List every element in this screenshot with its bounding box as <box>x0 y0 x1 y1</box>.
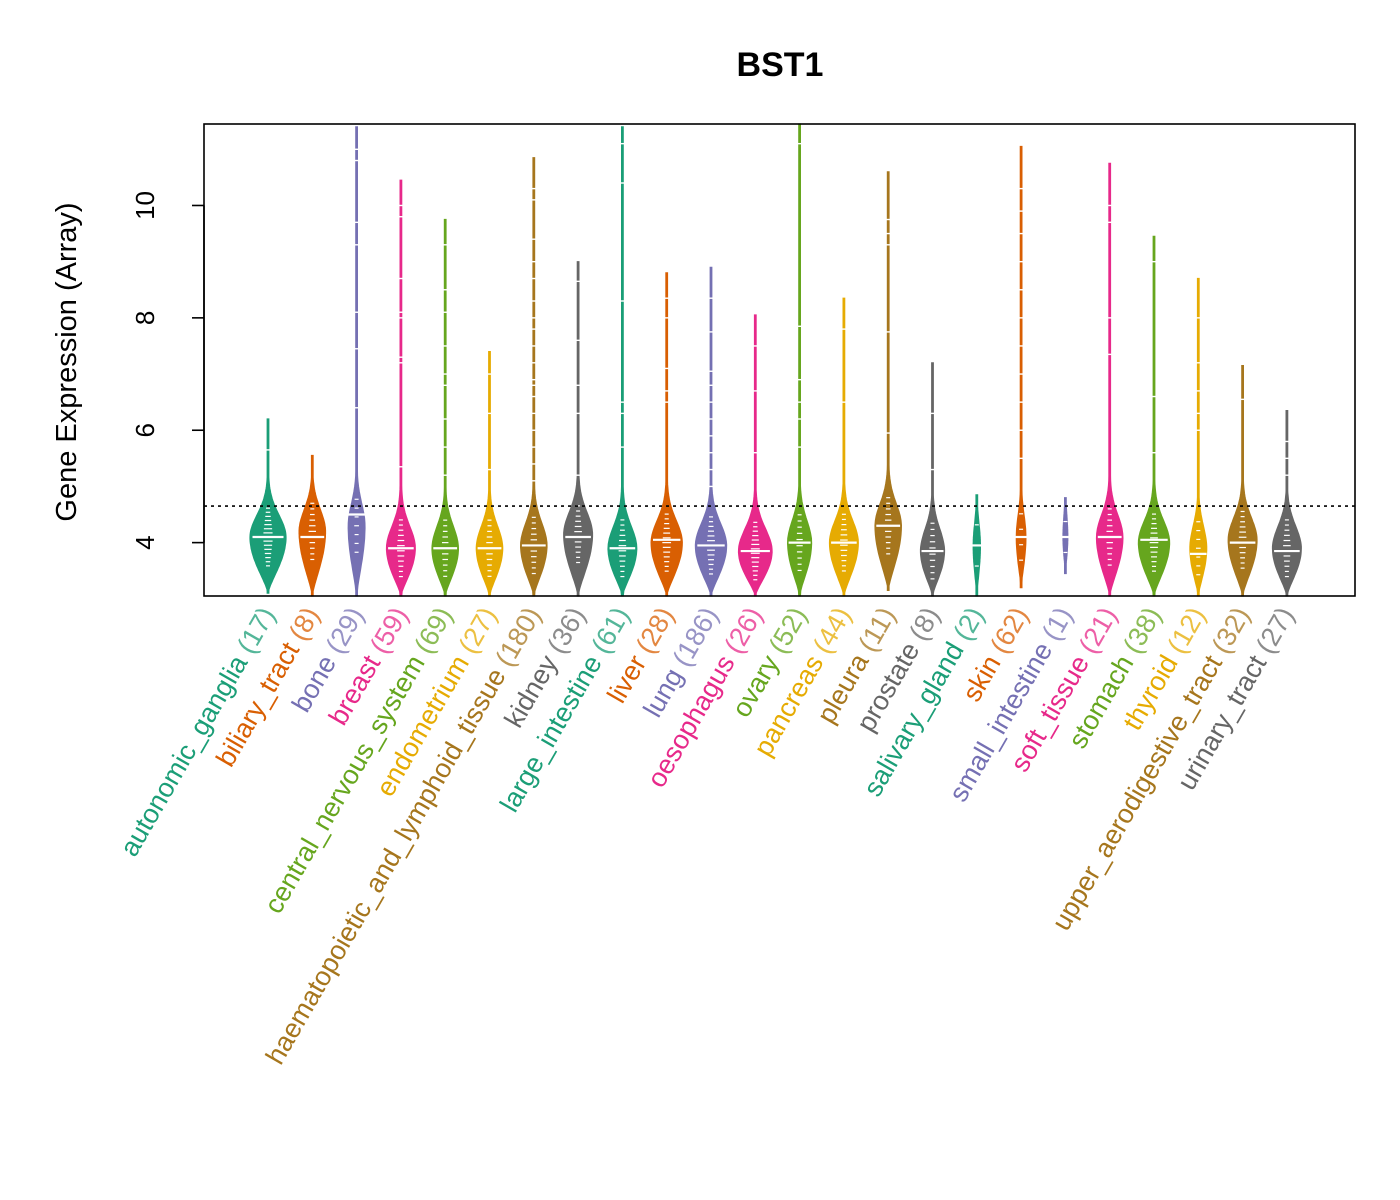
violin-body <box>1271 410 1302 597</box>
violin-body <box>1062 497 1069 575</box>
violin-body <box>919 362 946 597</box>
y-tick-label: 8 <box>130 311 160 325</box>
violin-bone <box>347 126 366 597</box>
violin-body <box>385 179 416 597</box>
violin-stomach <box>1137 235 1171 597</box>
violin-biliary_tract <box>298 454 327 597</box>
x-axis: autonomic_ganglia (17)biliary_tract (8)b… <box>114 602 1300 1069</box>
violin-haematopoietic_and_lymphoid_tissue <box>519 157 548 597</box>
violin-body <box>347 126 366 597</box>
violin-body <box>874 171 903 592</box>
violin-endometrium <box>475 351 504 597</box>
violin-kidney <box>563 261 594 597</box>
violin-body <box>1227 365 1258 597</box>
violin-body <box>563 261 594 597</box>
violin-body <box>650 272 683 597</box>
chart-title: BST1 <box>737 46 824 84</box>
violin-body <box>431 218 460 597</box>
violin-body <box>737 314 773 597</box>
violin-body <box>1189 277 1208 597</box>
violin-body <box>694 266 728 597</box>
plot-frame <box>203 123 1356 597</box>
violin-breast <box>385 179 416 597</box>
violin-soft_tissue <box>1095 162 1124 597</box>
y-axis-label: Gene Expression (Array) <box>51 202 83 521</box>
violin-upper_aerodigestive_tract <box>1227 365 1258 597</box>
violin-lung <box>694 266 728 597</box>
violin-skin <box>1015 145 1027 589</box>
violin-thyroid <box>1189 277 1208 597</box>
violin-body <box>828 297 859 597</box>
violin-central_nervous_system <box>431 218 460 597</box>
y-tick-label: 4 <box>130 535 160 549</box>
violin-liver <box>650 272 683 597</box>
violin-body <box>475 351 504 597</box>
violin-body <box>519 157 548 597</box>
violin-urinary_tract <box>1271 410 1302 597</box>
violin-body <box>1095 162 1124 597</box>
violin-pancreas <box>828 297 859 597</box>
violin-body <box>786 123 813 597</box>
violin-small_intestine <box>1061 497 1070 575</box>
violin-body <box>1137 235 1171 597</box>
y-tick-label: 6 <box>130 423 160 437</box>
violin-oesophagus <box>737 314 773 597</box>
y-tick-label: 10 <box>130 191 160 220</box>
violin-large_intestine <box>607 126 638 597</box>
violin-pleura <box>874 171 903 592</box>
violins-group <box>249 123 1302 597</box>
violin-salivary_gland <box>972 494 982 597</box>
violin-body <box>607 126 638 597</box>
violin-ovary <box>786 123 813 597</box>
violin-prostate <box>919 362 946 597</box>
y-axis: 4 6 8 10 <box>130 191 205 550</box>
violin-body <box>1015 145 1027 589</box>
